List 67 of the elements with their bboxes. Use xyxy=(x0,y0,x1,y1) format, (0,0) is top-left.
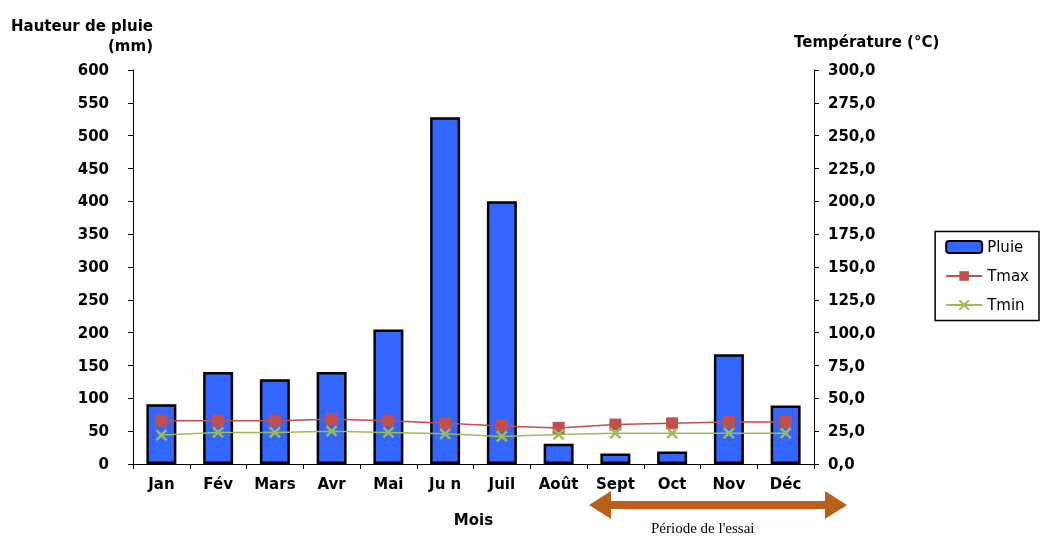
y-tick-label: 500 xyxy=(77,126,109,145)
y-tick-label: 50 xyxy=(88,422,109,441)
y-tick-label: 0 xyxy=(98,455,109,473)
x-tick-label: Sept xyxy=(595,474,635,493)
y-tick-label: 200 xyxy=(77,323,109,342)
y2-tick-label: 100,0 xyxy=(828,323,876,342)
x-tick-label: Juil xyxy=(487,474,516,493)
point xyxy=(779,426,792,440)
x-tick-label: Nov xyxy=(712,474,746,493)
legend-label: Tmin xyxy=(986,296,1025,314)
y-tick-label: 400 xyxy=(77,192,109,211)
y2-tick-label: 275,0 xyxy=(828,93,876,112)
y-tick-label: 100 xyxy=(77,389,109,408)
point xyxy=(722,426,736,440)
y-tick-label: 450 xyxy=(77,159,109,178)
point xyxy=(325,413,338,426)
point xyxy=(495,430,509,443)
y2-tick-label: 50,0 xyxy=(828,389,866,408)
point xyxy=(155,414,168,427)
point xyxy=(439,417,452,430)
x-tick-label: Ju n xyxy=(428,474,462,493)
point xyxy=(779,415,792,428)
x-tick-label: Jan xyxy=(147,474,175,493)
point xyxy=(438,427,452,441)
y2-axis-title: Température (°C) xyxy=(794,33,940,51)
point xyxy=(268,414,281,427)
legend-label: Pluie xyxy=(987,238,1024,256)
y2-tick-label: 150,0 xyxy=(828,258,876,276)
y2-tick-label: 250,0 xyxy=(828,126,876,145)
x-tick-label: Déc xyxy=(769,474,802,493)
y2-tick-label: 200,0 xyxy=(828,192,876,211)
y-tick-label: 300 xyxy=(77,258,109,276)
point xyxy=(722,415,735,428)
legend-label: Tmax xyxy=(986,267,1030,285)
y-tick-label: 150 xyxy=(77,356,109,375)
text: Période de l'essai xyxy=(651,519,755,536)
x-tick-label: Avr xyxy=(317,474,347,493)
y2-tick-label: 75,0 xyxy=(828,356,866,375)
x-tick-label: Fév xyxy=(203,474,234,493)
y-tick-label: 350 xyxy=(77,225,109,244)
y-axis-title: Hauteur de pluie (mm) xyxy=(10,17,153,55)
point xyxy=(212,414,225,427)
x-tick-label: Mai xyxy=(373,474,404,493)
point xyxy=(155,428,168,442)
y2-tick-label: 25,0 xyxy=(828,422,866,441)
point xyxy=(325,424,338,438)
y2-tick-label: 300,0 xyxy=(828,61,876,79)
point xyxy=(382,414,395,427)
x-tick-label: Oct xyxy=(657,474,687,493)
point xyxy=(609,426,622,440)
y-tick-label: 600 xyxy=(77,61,109,79)
point xyxy=(382,426,395,439)
y2-tick-label: 0,0 xyxy=(828,455,855,473)
y-tick-label: 250 xyxy=(77,290,109,309)
x-axis-title: Mois xyxy=(453,510,494,529)
point xyxy=(552,428,565,441)
point xyxy=(268,426,282,439)
y2-tick-label: 175,0 xyxy=(828,225,876,244)
point xyxy=(495,419,508,432)
point xyxy=(665,426,679,440)
y2-tick-label: 225,0 xyxy=(828,159,876,178)
y-tick-label: 550 xyxy=(77,93,109,112)
x-tick-label: Mars xyxy=(254,474,296,493)
y2-tick-label: 125,0 xyxy=(828,290,876,309)
point xyxy=(211,426,225,439)
point xyxy=(666,417,679,430)
x-tick-label: Août xyxy=(538,474,579,493)
